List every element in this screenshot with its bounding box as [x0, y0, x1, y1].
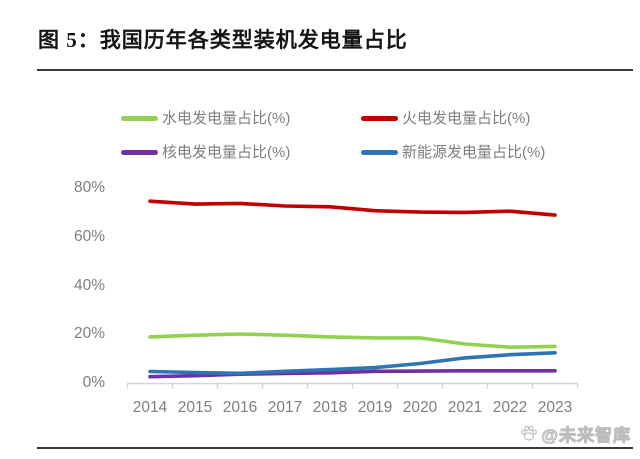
legend-swatch-new-energy	[361, 150, 398, 155]
paw-icon	[521, 425, 538, 441]
legend-item-thermal: 火电发电量占比(%)	[361, 109, 545, 128]
legend-label-thermal: 火电发电量占比(%)	[402, 110, 531, 127]
legend-item-nuclear: 核电发电量占比(%)	[121, 143, 361, 162]
series-line-nuclear	[148, 368, 557, 379]
x-tick-label: 2022	[492, 399, 528, 416]
legend-label-hydro: 水电发电量占比(%)	[162, 110, 291, 127]
figure-title: 图 5：我国历年各类型装机发电量占比	[38, 28, 408, 52]
y-tick-label: 80%	[73, 179, 105, 196]
x-tick-label: 2015	[177, 399, 213, 416]
y-tick-label: 20%	[73, 325, 105, 343]
chart-legend: 水电发电量占比(%) 火电发电量占比(%) 核电发电量占比(%) 新能源发电量占…	[121, 109, 545, 162]
x-tick-label: 2017	[267, 399, 303, 416]
x-tick-label: 2021	[447, 399, 483, 416]
legend-item-hydro: 水电发电量占比(%)	[121, 109, 361, 128]
x-tick-label: 2020	[402, 399, 438, 416]
legend-item-new-energy: 新能源发电量占比(%)	[361, 143, 545, 162]
y-tick-label: 40%	[73, 276, 105, 294]
watermark: @未来智库	[519, 421, 631, 445]
watermark-text: @未来智库	[541, 425, 631, 445]
y-tick-label: 60%	[73, 227, 105, 245]
bottom-divider	[37, 447, 633, 449]
series-line-new_energy	[148, 350, 557, 376]
legend-swatch-hydro	[121, 116, 158, 121]
legend-swatch-thermal	[361, 116, 398, 121]
legend-label-new-energy: 新能源发电量占比(%)	[402, 144, 546, 161]
x-tick-label: 2019	[357, 399, 393, 416]
x-tick-label: 2014	[132, 399, 168, 416]
x-tick-label: 2023	[537, 399, 573, 416]
x-tick-label: 2016	[222, 399, 258, 416]
series-line-thermal	[148, 199, 557, 217]
y-tick-label: 0%	[82, 374, 105, 391]
series-line-hydro	[148, 332, 557, 350]
x-tick-label: 2018	[312, 399, 348, 416]
legend-swatch-nuclear	[121, 150, 158, 155]
title-divider	[37, 69, 633, 71]
legend-label-nuclear: 核电发电量占比(%)	[162, 144, 291, 161]
